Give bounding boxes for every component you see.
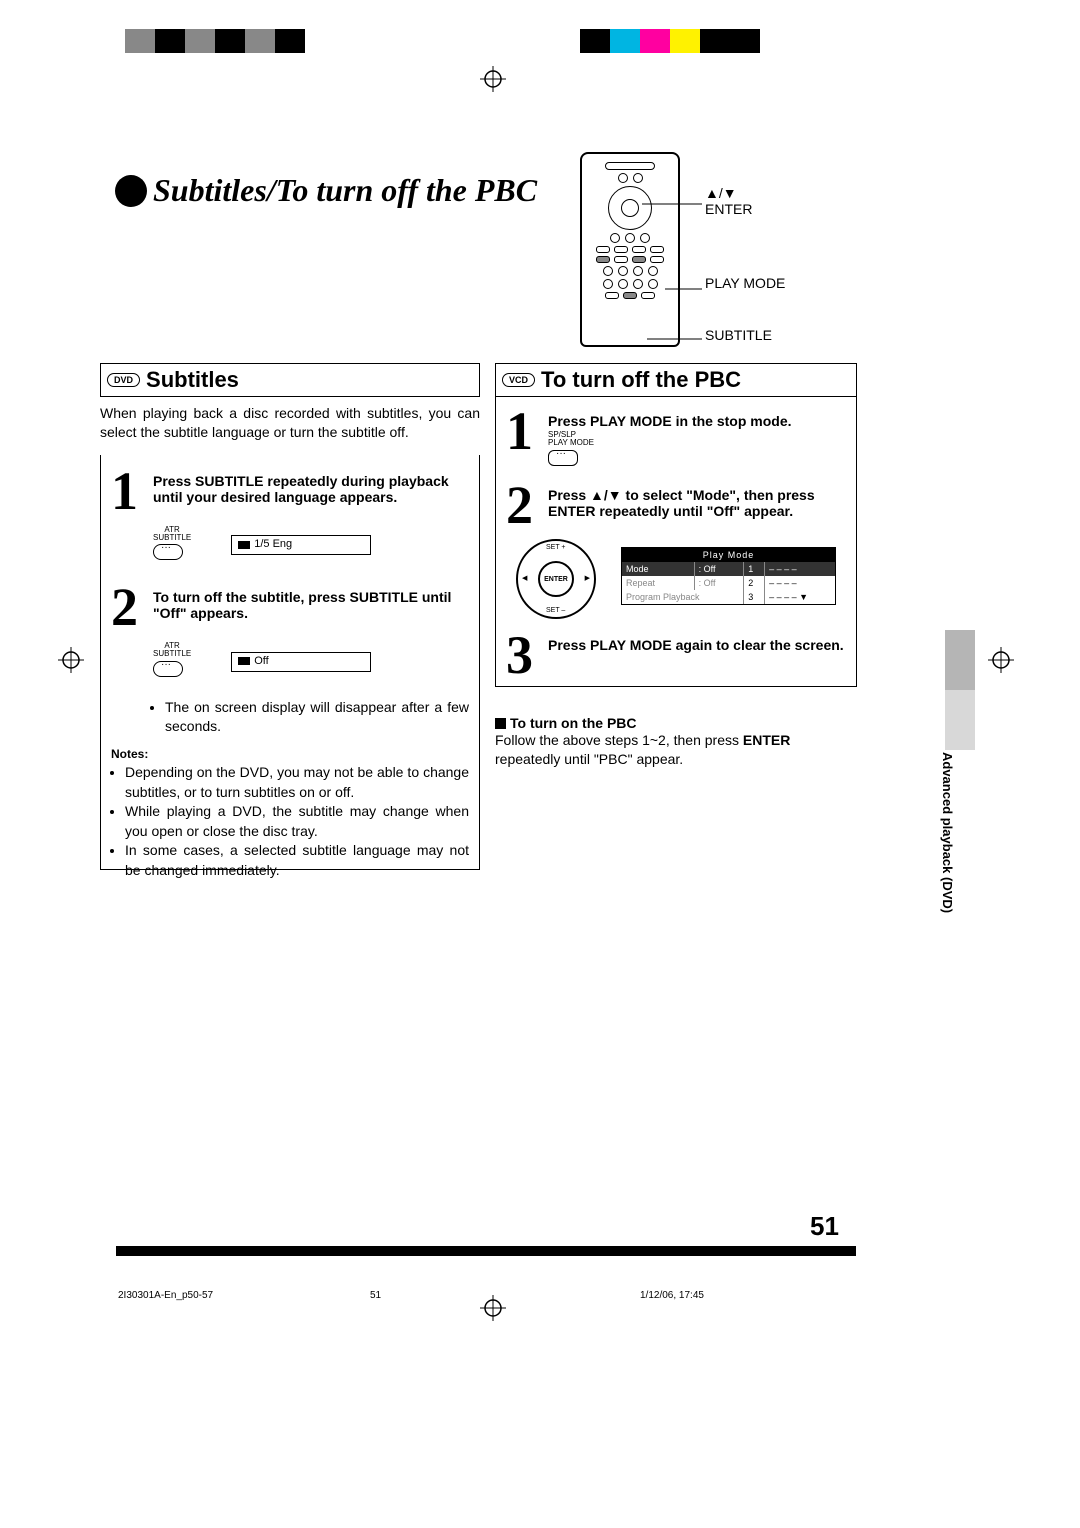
step-number: 2 bbox=[506, 481, 540, 530]
remote-diagram bbox=[580, 152, 680, 347]
osd-row-mode: Mode: Off1– – – – bbox=[622, 562, 835, 576]
section-tab-a bbox=[945, 630, 975, 690]
enter-dpad-icon: ENTER SET + SET – ◀ ▶ bbox=[516, 539, 596, 619]
step-text: To turn off the subtitle, press SUBTITLE… bbox=[153, 583, 469, 632]
square-bullet-icon bbox=[495, 718, 506, 729]
pbc-steps-frame: 1 Press PLAY MODE in the stop mode. SP/S… bbox=[495, 397, 857, 687]
step-text: Press SUBTITLE repeatedly during playbac… bbox=[153, 467, 469, 516]
osd-row-program: Program Playback3– – – – ▼ bbox=[622, 590, 835, 604]
playmode-osd: Play Mode Mode: Off1– – – – Repeat: Off2… bbox=[621, 547, 836, 605]
note-item: While playing a DVD, the subtitle may ch… bbox=[125, 802, 469, 841]
page-number: 51 bbox=[810, 1211, 839, 1242]
step-number: 1 bbox=[111, 467, 145, 516]
pbc-step-1: 1 Press PLAY MODE in the stop mode. SP/S… bbox=[506, 407, 846, 471]
subtitles-intro: When playing back a disc recorded with s… bbox=[100, 404, 480, 442]
reg-bottom bbox=[480, 1295, 506, 1324]
dvd-badge: DVD bbox=[107, 373, 140, 387]
reg-top bbox=[480, 66, 506, 95]
note-item: In some cases, a selected subtitle langu… bbox=[125, 841, 469, 880]
btn-label-bot: PLAY MODE bbox=[548, 439, 792, 447]
subtitles-post-note: The on screen display will disappear aft… bbox=[165, 698, 469, 737]
step-number: 2 bbox=[111, 583, 145, 632]
subtitles-steps-frame: 1 Press SUBTITLE repeatedly during playb… bbox=[100, 455, 480, 870]
vcd-badge: VCD bbox=[502, 373, 535, 387]
pbc-step-2: 2 Press ▲/▼ to select "Mode", then press… bbox=[506, 481, 846, 530]
page-title: Subtitles/To turn off the PBC bbox=[153, 172, 537, 209]
footer-page: 51 bbox=[370, 1290, 381, 1301]
remote-label-playmode: PLAY MODE bbox=[705, 275, 785, 291]
turn-on-pbc-text: Follow the above steps 1~2, then press E… bbox=[495, 731, 857, 769]
section-side-label: Advanced playback (DVD) bbox=[940, 752, 955, 913]
color-bar-left bbox=[125, 29, 305, 53]
subtitle-osd-1: 1/5 Eng bbox=[231, 535, 371, 555]
osd-row-repeat: Repeat: Off2– – – – bbox=[622, 576, 835, 590]
subtitles-heading: Subtitles bbox=[146, 367, 239, 393]
remote-label-subtitle: SUBTITLE bbox=[705, 327, 772, 343]
dpad-left-label: ◀ bbox=[522, 574, 527, 582]
note-item: Depending on the DVD, you may not be abl… bbox=[125, 763, 469, 802]
remote-label-arrows: ▲/▼ bbox=[705, 185, 737, 201]
turn-on-pbc-heading: To turn on the PBC bbox=[495, 715, 857, 731]
color-bar-right bbox=[580, 29, 760, 53]
subtitle-button-icon bbox=[153, 544, 183, 560]
step-number: 1 bbox=[506, 407, 540, 471]
step-text: Press PLAY MODE in the stop mode. bbox=[548, 407, 792, 429]
notes-heading: Notes: bbox=[111, 747, 469, 761]
footer-date: 1/12/06, 17:45 bbox=[640, 1290, 704, 1301]
dpad-bottom-label: SET – bbox=[546, 607, 565, 614]
subtitles-step-2: 2 To turn off the subtitle, press SUBTIT… bbox=[111, 583, 469, 632]
step-text: Press ▲/▼ to select "Mode", then press E… bbox=[548, 481, 846, 530]
subtitle-osd-2: Off bbox=[231, 652, 371, 672]
subtitle-button-icon bbox=[153, 661, 183, 677]
title-bullet-icon bbox=[115, 175, 147, 207]
pbc-heading: To turn off the PBC bbox=[541, 367, 741, 393]
section-tab-b bbox=[945, 690, 975, 750]
reg-right bbox=[988, 647, 1014, 676]
btn-label-bot: SUBTITLE bbox=[153, 650, 191, 658]
footer-file: 2I30301A-En_p50-57 bbox=[118, 1290, 213, 1301]
page-title-row: Subtitles/To turn off the PBC bbox=[115, 172, 537, 209]
page-number-rule bbox=[116, 1246, 856, 1256]
playmode-osd-title: Play Mode bbox=[622, 548, 835, 562]
btn-label-bot: SUBTITLE bbox=[153, 534, 191, 542]
subtitles-section-header: DVD Subtitles bbox=[100, 363, 480, 397]
dpad-right-label: ▶ bbox=[585, 574, 590, 582]
dpad-top-label: SET + bbox=[546, 544, 566, 551]
reg-left bbox=[58, 647, 84, 676]
subtitles-step-1: 1 Press SUBTITLE repeatedly during playb… bbox=[111, 467, 469, 516]
remote-label-enter: ENTER bbox=[705, 201, 752, 217]
playmode-button-icon bbox=[548, 450, 578, 466]
pbc-section-header: VCD To turn off the PBC bbox=[495, 363, 857, 397]
